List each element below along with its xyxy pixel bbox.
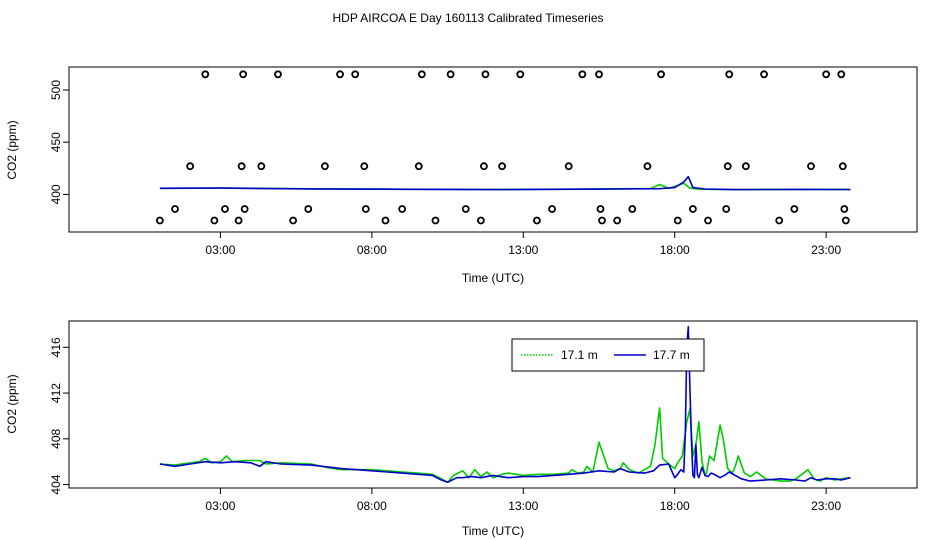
bottom-plot-frame — [68, 320, 918, 489]
legend: 17.1 m 17.7 m — [511, 338, 705, 372]
calibration-point — [498, 162, 506, 171]
calibration-point — [361, 205, 370, 213]
legend-label-17-1m: 17.1 m — [561, 348, 598, 362]
calibration-point — [657, 70, 665, 79]
calibration-point — [598, 216, 606, 225]
calibration-point — [155, 216, 164, 225]
calibration-point — [613, 216, 622, 225]
calibration-point — [476, 216, 485, 225]
calibration-point — [723, 162, 732, 171]
calibration-point — [548, 205, 556, 213]
x-tick-label: 03:00 — [205, 243, 235, 257]
calibration-point — [822, 70, 831, 79]
calibration-point — [578, 70, 587, 79]
x-tick-label: 08:00 — [357, 243, 387, 257]
calibration-point — [704, 216, 712, 225]
calibration-point — [210, 216, 219, 225]
bottom-panel: 03:00 08:00 13:00 18:00 23:00 404 408 412 416 T… — [5, 320, 918, 538]
calibration-point — [431, 216, 440, 225]
calibration-point — [304, 205, 313, 213]
calibration-point — [321, 162, 329, 171]
y-tick-label: 416 — [49, 337, 63, 357]
calibration-point — [417, 70, 426, 79]
calibration-point — [336, 70, 344, 79]
calibration-point — [596, 205, 605, 213]
calibration-point — [274, 70, 282, 79]
x-tick-label: 18:00 — [660, 243, 690, 257]
figure-title: HDP AIRCOA E Day 160113 Calibrated Times… — [332, 11, 603, 25]
bottom-y-axis-label: CO2 (ppm) — [5, 374, 19, 433]
legend-label-17-7m: 17.7 m — [653, 348, 690, 362]
bottom-x-axis: 03:00 08:00 13:00 18:00 23:00 — [205, 488, 841, 513]
series-line-17-7m — [159, 325, 851, 484]
calibration-point — [398, 205, 407, 213]
x-tick-label: 08:00 — [357, 499, 387, 513]
calibration-point — [725, 70, 734, 79]
calibration-point — [840, 205, 849, 213]
calibration-point — [516, 70, 525, 79]
y-tick-label: 400 — [49, 184, 63, 204]
y-tick-label: 412 — [49, 383, 63, 403]
calibration-point — [775, 216, 784, 225]
bottom-y-axis: 404 408 412 416 — [49, 337, 69, 495]
y-tick-label: 500 — [49, 80, 63, 100]
y-tick-label: 408 — [49, 428, 63, 448]
top-x-axis: 03:00 08:00 13:00 18:00 23:00 — [205, 232, 841, 257]
x-tick-label: 23:00 — [811, 243, 841, 257]
calibration-point — [239, 70, 248, 79]
calibration-point — [838, 162, 847, 171]
top-calibration-points — [155, 70, 850, 225]
calibration-point — [841, 216, 850, 225]
x-tick-label: 03:00 — [205, 499, 235, 513]
x-tick-label: 13:00 — [508, 243, 538, 257]
calibration-point — [837, 70, 846, 79]
calibration-point — [533, 216, 541, 225]
x-tick-label: 18:00 — [660, 499, 690, 513]
calibration-point — [381, 216, 390, 225]
calibration-point — [186, 162, 195, 171]
top-series-layer — [159, 175, 851, 191]
top-y-axis-label: CO2 (ppm) — [5, 120, 19, 179]
calibration-point — [790, 205, 799, 213]
calibration-point — [628, 205, 637, 213]
top-y-axis: 400 450 500 — [49, 80, 69, 204]
top-x-axis-label: Time (UTC) — [462, 271, 524, 285]
bottom-series-layer — [159, 325, 851, 484]
calibration-point — [351, 70, 360, 79]
calibration-point — [722, 205, 731, 213]
calibration-point — [234, 216, 243, 225]
calibration-point — [760, 70, 768, 79]
top-plot-frame — [68, 66, 918, 233]
calibration-point — [807, 162, 815, 171]
calibration-point — [240, 205, 249, 213]
calibration-point — [741, 162, 750, 171]
calibration-point — [171, 205, 179, 213]
top-panel: 03:00 08:00 13:00 18:00 23:00 400 450 500 Time… — [5, 66, 918, 285]
calibration-point — [480, 162, 488, 171]
x-tick-label: 13:00 — [508, 499, 538, 513]
calibration-point — [481, 70, 490, 79]
calibration-point — [446, 70, 455, 79]
bottom-x-axis-label: Time (UTC) — [462, 524, 524, 538]
series-line-17-1m — [159, 407, 851, 484]
x-tick-label: 23:00 — [811, 499, 841, 513]
y-tick-label: 404 — [49, 474, 63, 494]
calibration-point — [461, 205, 470, 213]
series-line-17-7m — [159, 175, 851, 191]
calibration-point — [360, 162, 369, 171]
calibration-point — [688, 205, 697, 213]
calibration-point — [673, 216, 682, 225]
calibration-point — [237, 162, 246, 171]
calibration-point — [414, 162, 423, 171]
calibration-point — [595, 70, 603, 79]
calibration-point — [289, 216, 298, 225]
calibration-point — [221, 205, 229, 213]
calibration-point — [564, 162, 573, 171]
calibration-point — [257, 162, 266, 171]
calibration-point — [643, 162, 652, 171]
calibration-point — [201, 70, 210, 79]
legend-box — [511, 338, 705, 372]
y-tick-label: 450 — [49, 132, 63, 152]
